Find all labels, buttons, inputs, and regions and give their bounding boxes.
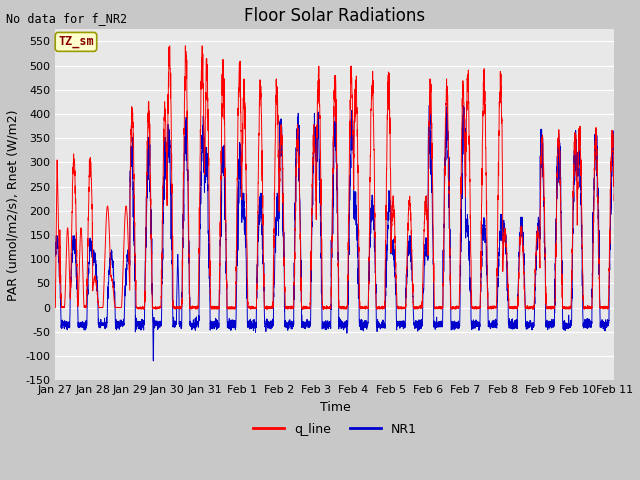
Legend: q_line, NR1: q_line, NR1 [248, 418, 422, 441]
Line: q_line: q_line [56, 46, 614, 309]
NR1 [426, 102, 433, 108]
q_line [610, 172, 618, 178]
q_line [314, 87, 322, 93]
Text: No data for f_NR2: No data for f_NR2 [6, 12, 127, 25]
NR1 [150, 358, 157, 364]
NR1 [152, 321, 160, 326]
q_line [429, 248, 437, 253]
NR1 [611, 183, 618, 189]
Line: NR1: NR1 [56, 105, 614, 361]
NR1 [461, 116, 468, 122]
Y-axis label: PAR (umol/m2/s), Rnet (W/m2): PAR (umol/m2/s), Rnet (W/m2) [7, 109, 20, 300]
q_line [138, 306, 145, 312]
q_line [492, 305, 500, 311]
q_line [52, 305, 60, 311]
q_line [611, 223, 618, 229]
NR1 [429, 290, 437, 296]
q_line [166, 43, 173, 49]
NR1 [52, 253, 60, 259]
Text: TZ_sm: TZ_sm [58, 36, 94, 48]
Title: Floor Solar Radiations: Floor Solar Radiations [244, 7, 426, 25]
q_line [152, 304, 160, 310]
NR1 [314, 123, 322, 129]
NR1 [492, 317, 500, 323]
q_line [461, 113, 468, 119]
NR1 [610, 148, 618, 154]
X-axis label: Time: Time [319, 401, 350, 414]
